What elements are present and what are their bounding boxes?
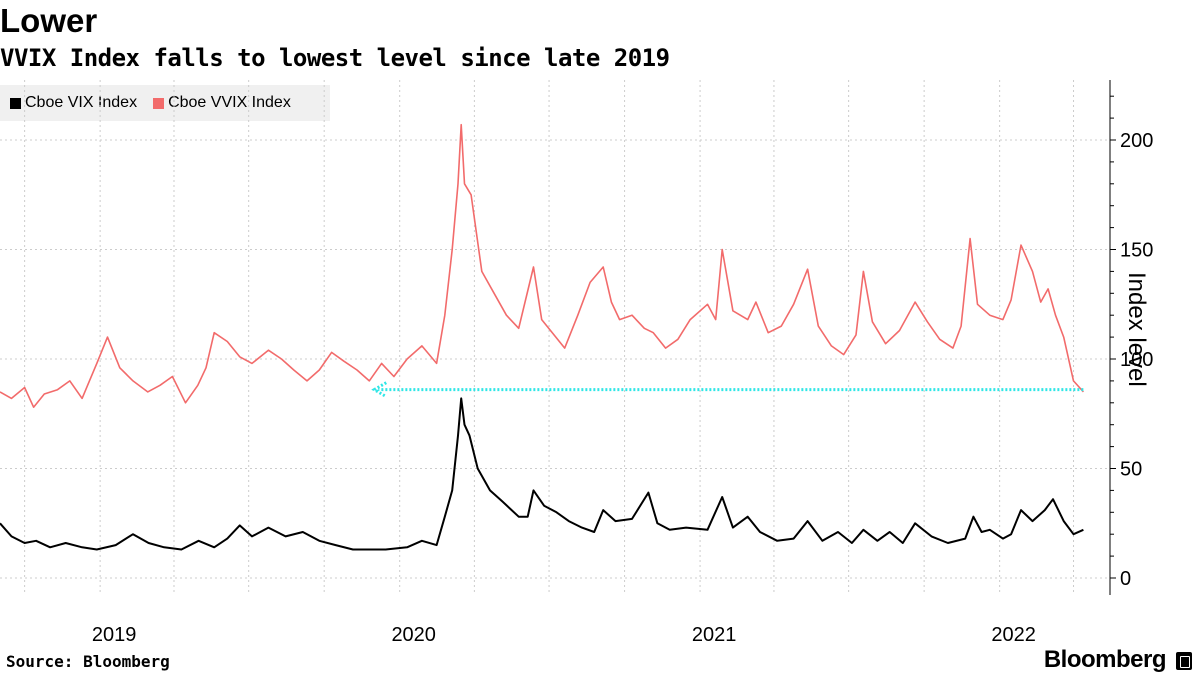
y-tick-label: 50 bbox=[1120, 459, 1142, 481]
legend-swatch-vvix bbox=[153, 97, 165, 109]
source-note: Source: Bloomberg bbox=[6, 652, 170, 671]
x-tick-label: 2022 bbox=[991, 624, 1036, 646]
legend-item-vix: Cboe VIX Index bbox=[10, 94, 137, 112]
y-tick-label: 100 bbox=[1120, 349, 1153, 371]
legend-swatch-vix bbox=[10, 97, 21, 109]
brand-logo: Bloomberg bbox=[1043, 646, 1167, 673]
brand-icon bbox=[1176, 652, 1192, 670]
legend: Cboe VIX Index Cboe VVIX Index bbox=[0, 85, 330, 121]
x-tick-label: 2019 bbox=[92, 624, 137, 646]
legend-label-vvix: Cboe VVIX Index bbox=[168, 94, 291, 111]
chart-subtitle: VVIX Index falls to lowest level since l… bbox=[0, 44, 670, 72]
series-line-vvix bbox=[0, 123, 1084, 408]
y-axis-title: Index level bbox=[1123, 272, 1150, 387]
legend-item-vvix: Cboe VVIX Index bbox=[153, 94, 291, 112]
chart-title: Lower bbox=[0, 2, 98, 39]
y-tick-label: 150 bbox=[1120, 240, 1153, 262]
series-line-vix bbox=[0, 397, 1084, 551]
x-tick-label: 2021 bbox=[692, 624, 737, 646]
y-tick-label: 0 bbox=[1120, 568, 1131, 590]
x-tick-label: 2020 bbox=[391, 624, 436, 646]
legend-label-vix: Cboe VIX Index bbox=[25, 94, 138, 111]
y-tick-label: 200 bbox=[1120, 130, 1153, 152]
annotation-arrowhead bbox=[371, 381, 388, 398]
